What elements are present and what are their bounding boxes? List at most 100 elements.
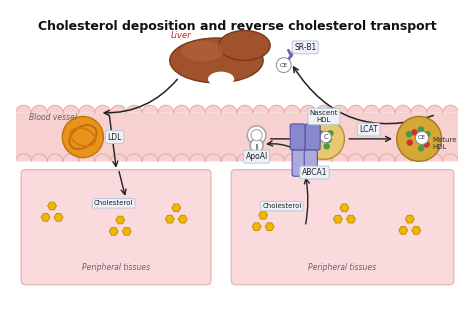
Polygon shape bbox=[300, 105, 316, 113]
Polygon shape bbox=[95, 154, 110, 161]
Polygon shape bbox=[411, 154, 427, 161]
Text: Peripheral tissues: Peripheral tissues bbox=[309, 263, 377, 272]
Text: ABCA1: ABCA1 bbox=[302, 168, 327, 177]
Circle shape bbox=[327, 130, 334, 137]
Polygon shape bbox=[126, 154, 142, 161]
Ellipse shape bbox=[182, 41, 223, 61]
Polygon shape bbox=[332, 105, 348, 113]
Circle shape bbox=[254, 151, 259, 157]
Polygon shape bbox=[126, 105, 142, 113]
Polygon shape bbox=[221, 154, 237, 161]
Polygon shape bbox=[348, 105, 364, 113]
Polygon shape bbox=[395, 105, 411, 113]
Polygon shape bbox=[31, 154, 47, 161]
Circle shape bbox=[250, 139, 263, 152]
Circle shape bbox=[317, 130, 323, 137]
Circle shape bbox=[411, 129, 418, 136]
Text: Cholesterol: Cholesterol bbox=[262, 203, 301, 209]
Circle shape bbox=[311, 133, 318, 139]
Circle shape bbox=[323, 143, 330, 150]
Polygon shape bbox=[316, 154, 332, 161]
Polygon shape bbox=[174, 154, 190, 161]
Text: Cholesterol deposition and reverse cholesterol transport: Cholesterol deposition and reverse chole… bbox=[38, 20, 436, 33]
Text: CE: CE bbox=[280, 63, 288, 68]
Circle shape bbox=[418, 145, 424, 152]
Polygon shape bbox=[205, 154, 221, 161]
Polygon shape bbox=[253, 105, 269, 113]
Polygon shape bbox=[379, 154, 395, 161]
Polygon shape bbox=[16, 105, 31, 113]
FancyBboxPatch shape bbox=[21, 170, 211, 285]
Polygon shape bbox=[364, 154, 379, 161]
Polygon shape bbox=[79, 105, 95, 113]
Polygon shape bbox=[158, 105, 174, 113]
Circle shape bbox=[424, 131, 431, 137]
Circle shape bbox=[325, 137, 332, 143]
Polygon shape bbox=[190, 105, 205, 113]
Ellipse shape bbox=[170, 38, 263, 83]
FancyBboxPatch shape bbox=[305, 124, 320, 150]
Polygon shape bbox=[284, 105, 300, 113]
FancyBboxPatch shape bbox=[231, 170, 454, 285]
Polygon shape bbox=[269, 154, 284, 161]
FancyBboxPatch shape bbox=[292, 150, 305, 176]
Polygon shape bbox=[63, 154, 79, 161]
Text: Peripheral tissues: Peripheral tissues bbox=[82, 263, 151, 272]
Polygon shape bbox=[237, 154, 253, 161]
Polygon shape bbox=[395, 154, 411, 161]
Text: Cholesterol: Cholesterol bbox=[94, 200, 133, 206]
Polygon shape bbox=[284, 154, 300, 161]
Circle shape bbox=[416, 136, 422, 142]
Polygon shape bbox=[63, 105, 79, 113]
Text: C: C bbox=[323, 134, 328, 140]
Circle shape bbox=[423, 141, 430, 148]
Polygon shape bbox=[205, 105, 221, 113]
Circle shape bbox=[63, 117, 103, 158]
Ellipse shape bbox=[219, 30, 270, 61]
Polygon shape bbox=[110, 154, 126, 161]
Circle shape bbox=[406, 131, 412, 137]
Circle shape bbox=[418, 126, 424, 133]
Circle shape bbox=[397, 117, 442, 161]
Polygon shape bbox=[174, 105, 190, 113]
Polygon shape bbox=[47, 154, 63, 161]
Polygon shape bbox=[443, 105, 458, 113]
Polygon shape bbox=[158, 154, 174, 161]
Polygon shape bbox=[269, 105, 284, 113]
Text: CE: CE bbox=[418, 135, 426, 140]
Polygon shape bbox=[221, 105, 237, 113]
Polygon shape bbox=[443, 154, 458, 161]
Bar bbox=[16, 113, 458, 161]
Circle shape bbox=[276, 58, 291, 72]
Polygon shape bbox=[31, 105, 47, 113]
Polygon shape bbox=[348, 154, 364, 161]
Circle shape bbox=[247, 126, 266, 145]
Circle shape bbox=[415, 131, 428, 145]
Text: Blood vessel: Blood vessel bbox=[29, 113, 77, 122]
Text: Nascent
HDL: Nascent HDL bbox=[310, 110, 338, 123]
Polygon shape bbox=[110, 105, 126, 113]
Polygon shape bbox=[95, 105, 110, 113]
Text: SR-B1: SR-B1 bbox=[294, 43, 316, 52]
Text: LDL: LDL bbox=[108, 132, 122, 142]
Polygon shape bbox=[316, 105, 332, 113]
Polygon shape bbox=[253, 154, 269, 161]
Polygon shape bbox=[190, 154, 205, 161]
Polygon shape bbox=[332, 154, 348, 161]
Text: LCAT: LCAT bbox=[359, 125, 378, 134]
FancyBboxPatch shape bbox=[290, 124, 305, 150]
Circle shape bbox=[320, 131, 331, 143]
Polygon shape bbox=[47, 105, 63, 113]
Polygon shape bbox=[364, 105, 379, 113]
Circle shape bbox=[314, 139, 320, 146]
Polygon shape bbox=[237, 105, 253, 113]
Polygon shape bbox=[379, 105, 395, 113]
Circle shape bbox=[407, 139, 413, 146]
Polygon shape bbox=[300, 154, 316, 161]
Circle shape bbox=[251, 129, 262, 141]
Polygon shape bbox=[427, 105, 443, 113]
Text: ApoAI: ApoAI bbox=[246, 152, 268, 161]
Circle shape bbox=[303, 118, 345, 160]
FancyBboxPatch shape bbox=[304, 150, 317, 176]
Ellipse shape bbox=[208, 71, 234, 87]
